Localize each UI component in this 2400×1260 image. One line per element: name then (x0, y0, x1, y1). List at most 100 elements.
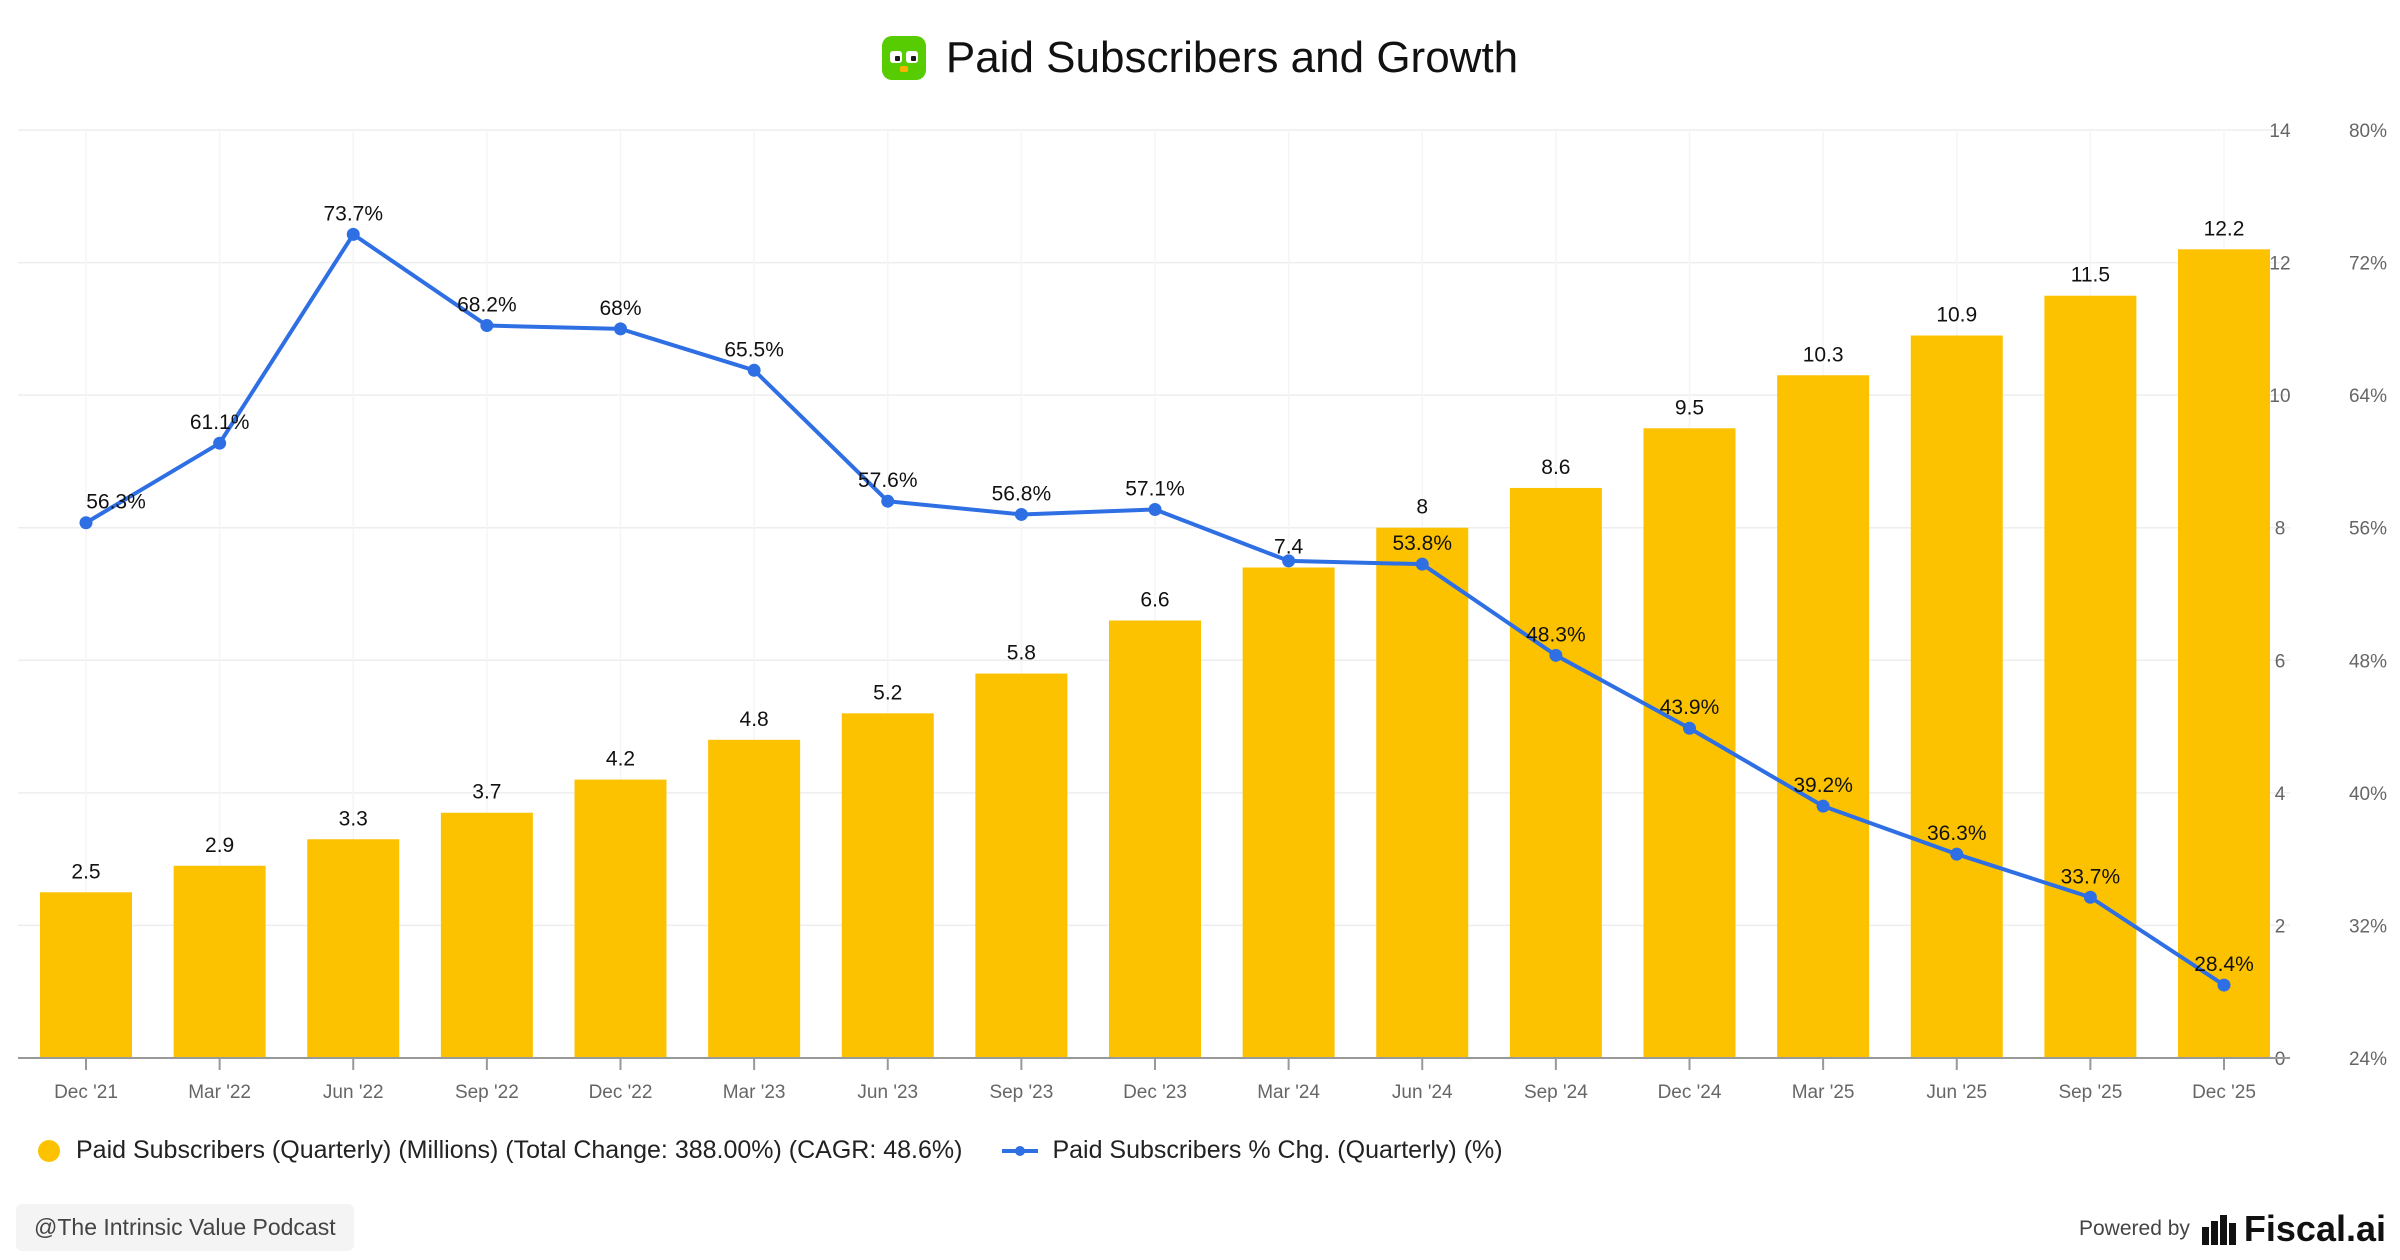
x-tick-label: Dec '25 (2192, 1082, 2256, 1103)
line-point (1282, 554, 1296, 568)
legend-line-label: Paid Subscribers % Chg. (Quarterly) (%) (1052, 1136, 1503, 1164)
line-value-label: 48.3% (1526, 623, 1586, 646)
y-right-tick-label: 80% (2349, 121, 2387, 142)
line-point (1683, 721, 1696, 735)
x-tick-label: Mar '22 (188, 1082, 251, 1103)
line-value-label: 65.5% (724, 338, 784, 361)
x-tick-label: Jun '23 (857, 1082, 918, 1103)
bar (574, 779, 667, 1058)
bar-value-label: 7.4 (1274, 535, 1304, 558)
y-left-tick-label: 6 (2275, 651, 2286, 672)
line-point (2083, 890, 2097, 904)
line-value-label: 61.1% (190, 411, 250, 434)
line-value-label: 57.6% (858, 469, 918, 492)
bar (307, 839, 400, 1058)
line-point (346, 227, 360, 241)
x-tick-label: Mar '23 (723, 1082, 786, 1103)
line-value-label: 39.2% (1793, 774, 1853, 797)
line-point (79, 516, 93, 530)
y-left-tick-label: 2 (2275, 916, 2286, 937)
line-value-label: 68.2% (457, 294, 517, 317)
y-right-tick-label: 56% (2349, 519, 2387, 540)
bar-value-label: 10.3 (1803, 343, 1844, 366)
bar-value-label: 5.8 (1007, 642, 1036, 665)
bar (1509, 487, 1602, 1058)
legend-item-line[interactable]: Paid Subscribers % Chg. (Quarterly) (%) (1002, 1136, 1503, 1165)
line-point (881, 494, 895, 508)
x-tick-label: Jun '25 (1926, 1082, 1987, 1103)
x-tick-label: Sep '23 (989, 1082, 1053, 1103)
y-right-tick-label: 24% (2349, 1049, 2387, 1070)
x-tick-label: Dec '21 (54, 1082, 118, 1103)
line-value-label: 56.8% (992, 482, 1052, 505)
line-point (2217, 978, 2231, 992)
bar (1242, 567, 1335, 1058)
bar-value-label: 4.8 (740, 708, 769, 731)
bar-series-swatch-icon (38, 1139, 60, 1162)
chart-title-bar: Paid Subscribers and Growth (0, 28, 2400, 88)
x-tick-label: Sep '24 (1524, 1082, 1588, 1103)
y-right-tick-label: 64% (2349, 386, 2387, 407)
bar-value-label: 10.9 (1936, 303, 1977, 326)
line-value-label: 73.7% (323, 202, 383, 225)
fiscal-bars-icon (2201, 1213, 2238, 1245)
bar (1910, 335, 2003, 1058)
y-left-tick-label: 10 (2269, 386, 2290, 407)
x-tick-label: Jun '24 (1392, 1082, 1453, 1103)
line-value-label: 68% (599, 297, 641, 320)
bar (708, 739, 801, 1058)
bar-value-label: 5.2 (873, 681, 902, 704)
bar-value-label: 6.6 (1140, 589, 1169, 612)
bar-value-label: 3.3 (339, 807, 368, 830)
brand-name: Fiscal.ai (2243, 1208, 2386, 1249)
line-value-label: 36.3% (1927, 822, 1987, 845)
line-point (1014, 507, 1028, 521)
bar-value-label: 2.9 (205, 834, 234, 857)
line-point (480, 319, 494, 333)
duolingo-owl-icon (881, 36, 926, 80)
line-value-label: 28.4% (2194, 953, 2254, 976)
bar-value-label: 9.5 (1675, 396, 1704, 419)
line-value-label: 33.7% (2061, 865, 2121, 888)
bar (1643, 428, 1736, 1058)
bar-value-label: 2.5 (71, 860, 100, 883)
y-right-tick-label: 40% (2349, 784, 2387, 805)
line-point (747, 363, 761, 377)
chart-title: Paid Subscribers and Growth (945, 33, 1519, 82)
y-right-tick-label: 72% (2349, 254, 2387, 275)
y-left-tick-label: 0 (2275, 1049, 2286, 1070)
y-left-tick-label: 4 (2275, 784, 2286, 805)
line-point (213, 436, 227, 450)
bar-value-label: 3.7 (472, 781, 501, 804)
bar-value-label: 8 (1416, 496, 1428, 519)
y-left-tick-label: 8 (2275, 519, 2286, 540)
y-left-tick-label: 12 (2269, 254, 2290, 275)
bar (1109, 620, 1201, 1058)
line-point (614, 322, 627, 336)
powered-by[interactable]: Powered by Fiscal.ai (2079, 1208, 2386, 1250)
bar-value-label: 11.5 (2071, 264, 2110, 287)
x-tick-label: Mar '25 (1792, 1082, 1855, 1103)
line-point (1415, 557, 1429, 571)
x-tick-label: Dec '24 (1658, 1082, 1722, 1103)
y-right-tick-label: 48% (2349, 651, 2387, 672)
bar (841, 713, 934, 1058)
x-tick-label: Mar '24 (1257, 1082, 1320, 1103)
bar (1376, 527, 1469, 1058)
x-tick-label: Dec '23 (1123, 1082, 1187, 1103)
bar (975, 673, 1068, 1058)
bar (2044, 295, 2137, 1058)
bar-value-label: 4.2 (606, 748, 635, 771)
x-tick-label: Jun '22 (323, 1082, 384, 1103)
x-tick-label: Dec '22 (589, 1082, 653, 1103)
watermark: @The Intrinsic Value Podcast (16, 1204, 354, 1251)
x-tick-label: Sep '22 (455, 1082, 519, 1103)
line-point (1816, 799, 1830, 813)
line-point (1148, 502, 1162, 516)
bar (173, 865, 266, 1058)
bar (440, 812, 533, 1058)
legend-item-bars[interactable]: Paid Subscribers (Quarterly) (Millions) … (38, 1136, 962, 1165)
line-point (1950, 847, 1964, 861)
y-left-tick-label: 14 (2269, 121, 2291, 142)
